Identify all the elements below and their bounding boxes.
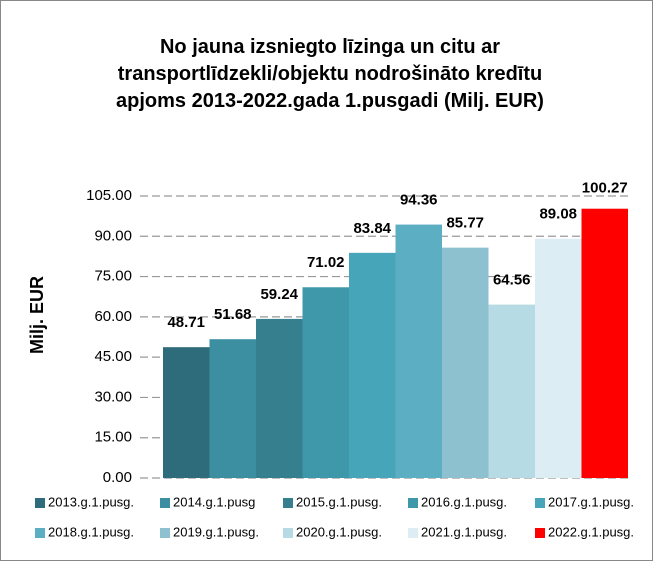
bar <box>442 247 489 478</box>
legend-swatch <box>535 528 545 538</box>
legend-label: 2020.g.1.pusg. <box>296 524 382 539</box>
bar <box>488 304 535 478</box>
y-tick-label: 30.00 <box>94 388 132 405</box>
legend-label: 2013.g.1.pusg. <box>48 494 134 509</box>
value-label: 94.36 <box>400 192 438 209</box>
legend-swatch <box>283 498 293 508</box>
value-label: 83.84 <box>353 220 391 237</box>
legend-label: 2014.g.1.pusg <box>173 494 255 509</box>
legend-swatch <box>35 528 45 538</box>
bar <box>209 339 256 478</box>
bar <box>395 224 442 478</box>
value-label: 89.08 <box>539 206 577 223</box>
y-axis-label: Milj. EUR <box>27 276 47 354</box>
y-tick-label: 60.00 <box>94 308 132 325</box>
bar <box>163 347 210 478</box>
legend-swatch <box>283 528 293 538</box>
legend-swatch <box>408 498 418 508</box>
value-label: 59.24 <box>260 286 298 303</box>
y-tick-label: 0.00 <box>103 469 132 486</box>
legend-label: 2018.g.1.pusg. <box>48 524 134 539</box>
bar <box>302 287 349 478</box>
bar <box>581 208 628 478</box>
value-label: 100.27 <box>582 180 628 197</box>
bar <box>256 318 303 478</box>
y-tick-label: 15.00 <box>94 429 132 446</box>
legend-swatch <box>408 528 418 538</box>
chart-title: No jauna izsniegto līzinga un citu ar tr… <box>116 36 544 112</box>
legend-swatch <box>160 498 170 508</box>
value-label: 71.02 <box>307 254 345 271</box>
legend-label: 2016.g.1.pusg. <box>421 494 507 509</box>
legend-swatch <box>535 498 545 508</box>
legend-label: 2019.g.1.pusg. <box>173 524 259 539</box>
y-tick-label: 90.00 <box>94 227 132 244</box>
legend-label: 2022.g.1.pusg. <box>548 524 634 539</box>
y-tick-label: 45.00 <box>94 348 132 365</box>
legend-swatch <box>35 498 45 508</box>
value-label: 48.71 <box>167 314 205 331</box>
bar <box>349 252 396 478</box>
value-label: 64.56 <box>493 272 531 289</box>
legend-swatch <box>160 528 170 538</box>
legend-label: 2015.g.1.pusg. <box>296 494 382 509</box>
value-label: 85.77 <box>446 215 484 232</box>
legend-label: 2017.g.1.pusg. <box>548 494 634 509</box>
legend-label: 2021.g.1.pusg. <box>421 524 507 539</box>
y-tick-label: 75.00 <box>94 268 132 285</box>
bar <box>535 238 582 478</box>
value-label: 51.68 <box>214 306 252 323</box>
y-tick-label: 105.00 <box>86 187 132 204</box>
